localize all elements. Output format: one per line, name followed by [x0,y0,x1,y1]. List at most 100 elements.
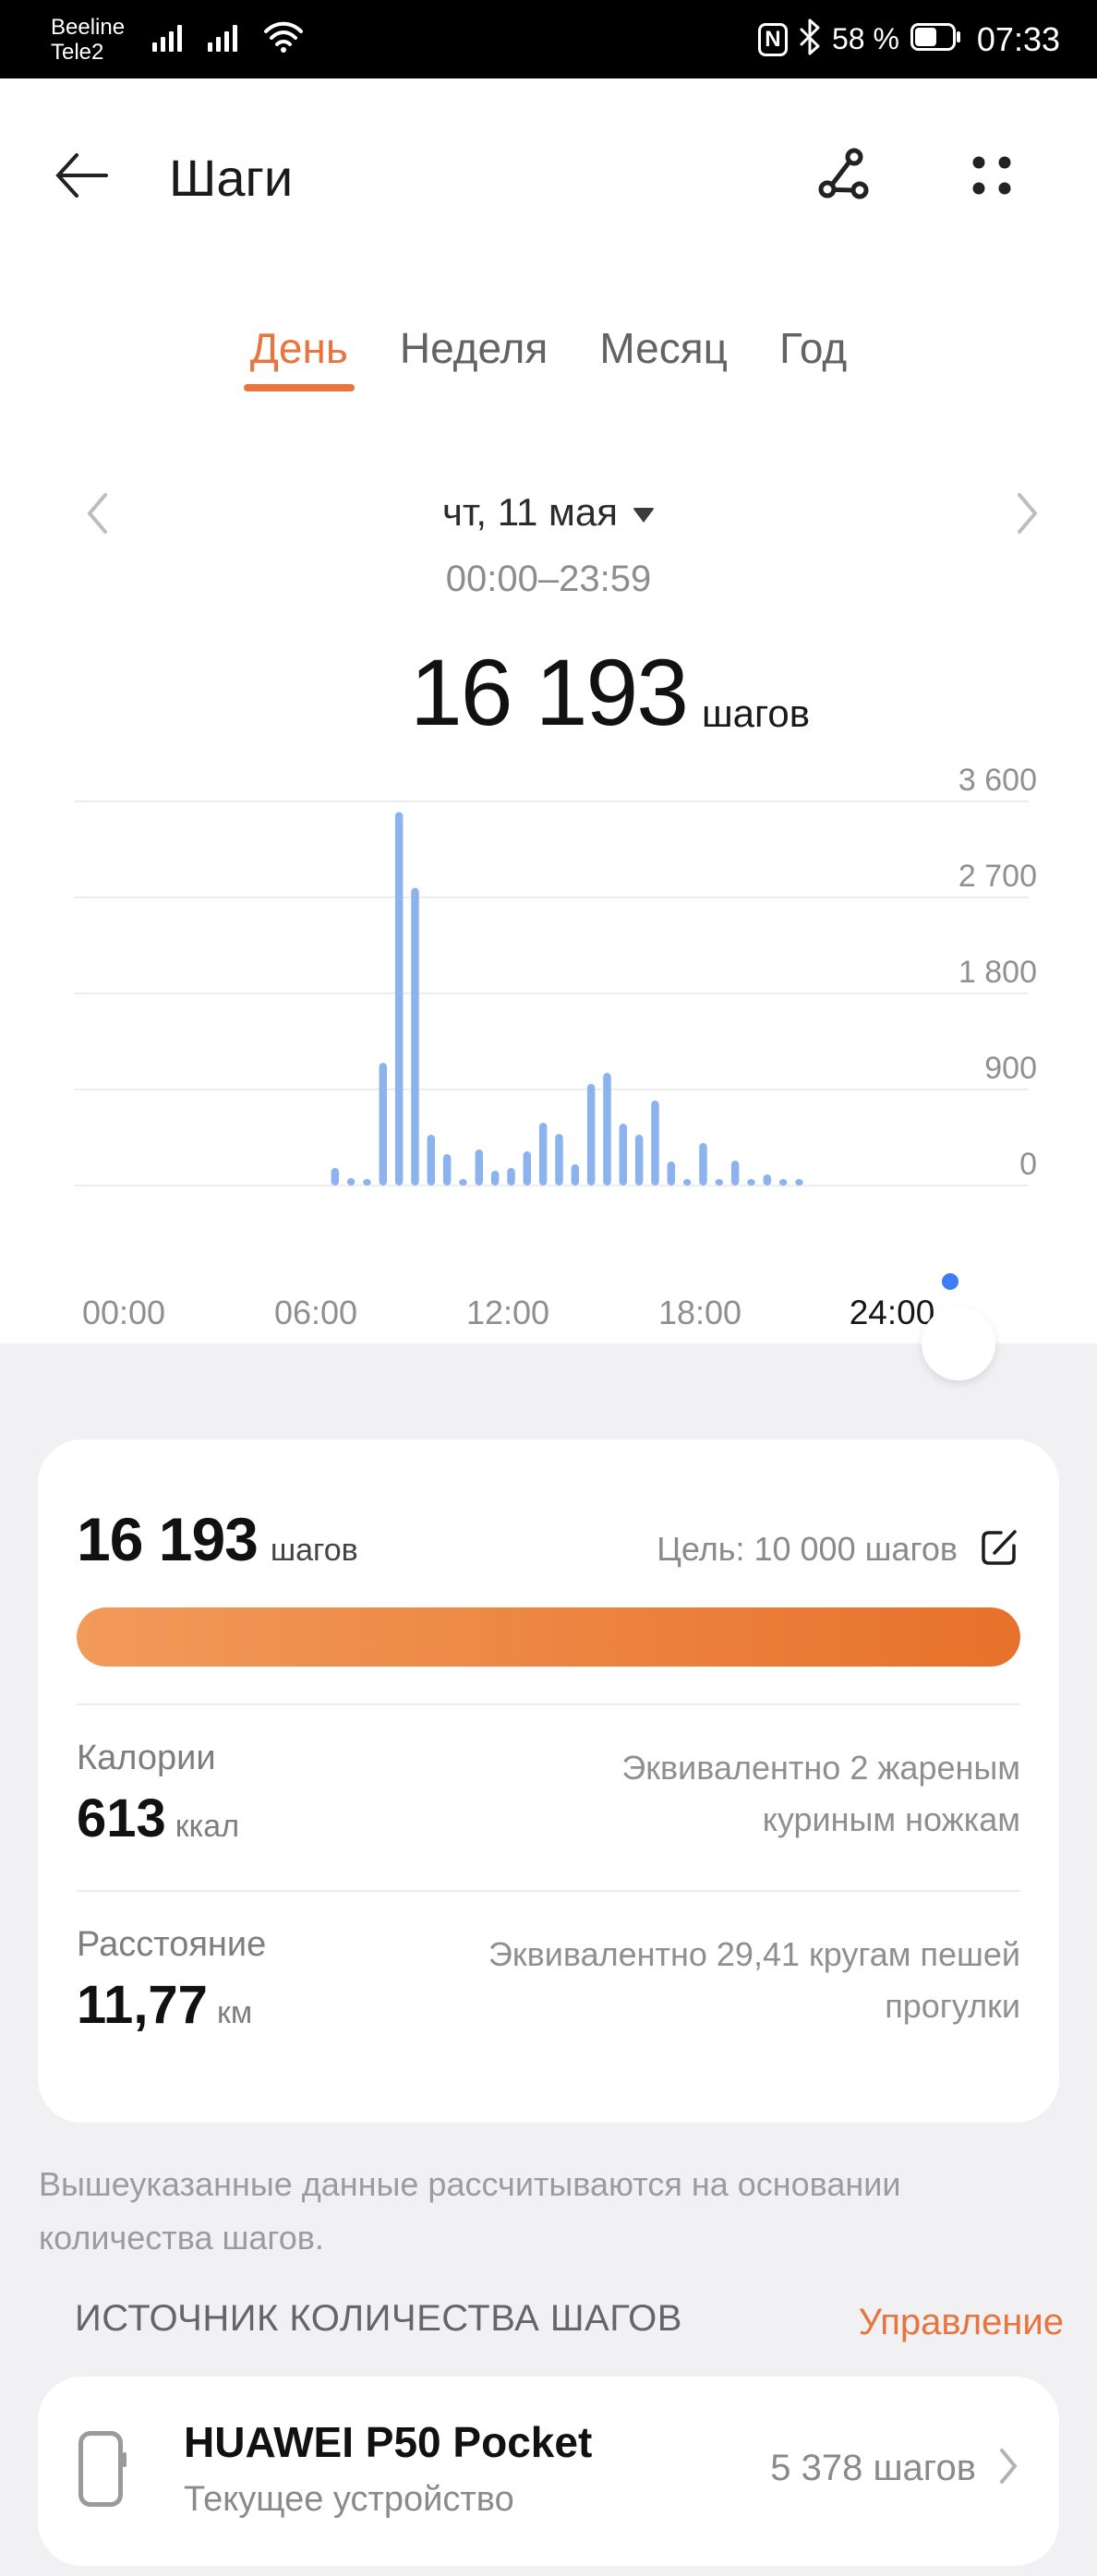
nfc-icon: N [757,22,788,56]
page-title: Шаги [169,149,294,207]
chart-bar[interactable] [411,887,419,1186]
time-range-label: 00:00–23:59 [445,559,652,599]
source-section-header: ИСТОЧНИК КОЛИЧЕСТВА ШАГОВ Управление [0,2292,1097,2345]
y-axis-tick-label: 900 [984,1051,1037,1086]
details-sheet: 16 193 шагов Цель: 10 000 шагов Калории … [0,1306,1097,2576]
daily-steps-unit: шагов [701,692,811,735]
carrier-line-1: Beeline [51,14,126,40]
app-header: Шаги [0,78,1097,277]
calories-unit: ккал [175,1809,240,1844]
distance-unit: км [216,1995,253,2030]
four-dots-menu-icon [964,148,1019,208]
date-label: чт, 11 мая [441,490,619,534]
chart-bar[interactable] [490,1171,500,1186]
device-name: HUAWEI P50 Pocket [184,2418,593,2467]
calories-row: Калории 613 ккал Эквивалентно 2 жареным … [77,1705,1020,1890]
share-route-icon [814,145,874,211]
source-section-title: ИСТОЧНИК КОЛИЧЕСТВА ШАГОВ [75,2298,682,2340]
goal-card: 16 193 шагов Цель: 10 000 шагов Калории … [38,1439,1059,2123]
x-axis-tick-label: 18:00 [658,1294,741,1331]
chart-bar[interactable] [699,1143,707,1186]
chart-bar[interactable] [459,1179,467,1186]
chart-bar[interactable] [571,1164,580,1186]
phone-icon [78,2430,127,2507]
date-picker[interactable]: чт, 11 мая [441,490,656,535]
back-button[interactable] [51,141,125,215]
signal-strength-icon-sim2 [208,22,239,58]
steps-chart-area: 0 900 1 800 2 700 3 600 00:00 06:00 12:00 18:00 2… [0,763,1097,1343]
chart-bar[interactable] [394,812,404,1186]
wifi-icon [263,20,304,58]
chart-bar[interactable] [475,1150,484,1186]
x-axis-tick-label: 00:00 [82,1294,165,1331]
caret-down-icon [633,508,656,523]
chart-bar[interactable] [427,1134,436,1186]
distance-row: Расстояние 11,77 км Эквивалентно 29,41 к… [77,1892,1020,2076]
chart-bar[interactable] [442,1154,452,1186]
chart-bar[interactable] [682,1178,692,1186]
chart-bar[interactable] [715,1179,724,1186]
next-day-button[interactable] [1016,492,1040,539]
bluetooth-icon [799,18,821,60]
chart-bar[interactable] [379,1063,388,1186]
chart-bar[interactable] [555,1134,563,1186]
clock-label: 07:33 [976,19,1060,58]
y-axis-tick-label: 1 800 [958,955,1037,990]
divider [77,1890,1020,1892]
distance-value: 11,77 [77,1975,208,2035]
tab-year[interactable]: Год [779,324,848,372]
back-arrow-icon [51,148,117,208]
device-steps-value: 5 378 шагов [770,2448,976,2489]
chart-bar[interactable] [619,1123,628,1186]
chart-bar[interactable] [634,1134,644,1186]
daily-steps-value: 16 193 [410,640,689,745]
manage-sources-link[interactable]: Управление [858,2302,1064,2343]
battery-icon [910,23,960,55]
signal-strength-icon-sim1 [152,22,184,58]
calories-equivalent: Эквивалентно 2 жареным куриным ножкам [621,1749,1020,1838]
chart-bar[interactable] [651,1101,659,1186]
tab-week[interactable]: Неделя [399,324,548,372]
chart-bar[interactable] [346,1178,356,1186]
chart-bar[interactable] [763,1174,772,1186]
chart-bar[interactable] [603,1072,611,1186]
share-button[interactable] [811,145,877,211]
device-source-row[interactable]: HUAWEI P50 Pocket Текущее устройство 5 3… [38,2377,1059,2567]
x-axis-tick-label: 06:00 [274,1294,357,1331]
y-axis-tick-label: 3 600 [958,766,1037,798]
tab-day[interactable]: День [248,323,350,406]
tab-month[interactable]: Месяц [599,324,728,372]
calories-label: Калории [77,1739,216,1777]
chart-bar[interactable] [331,1168,340,1186]
chart-bar[interactable] [795,1179,803,1186]
x-axis-selected-label: 24:00 [850,1294,935,1331]
distance-label: Расстояние [77,1925,267,1964]
chart-slider-handle[interactable] [922,1306,995,1380]
period-tabs: День Неделя Месяц Год [0,277,1097,406]
battery-percent-label: 58 % [831,22,899,55]
chart-bar[interactable] [538,1123,548,1186]
chart-bar[interactable] [586,1083,596,1186]
chart-bar[interactable] [730,1160,740,1186]
x-axis-tick-label: 12:00 [466,1294,549,1331]
date-navigation: чт, 11 мая [0,466,1097,559]
chart-selector-dot[interactable] [942,1273,958,1290]
chart-bar[interactable] [523,1151,532,1186]
more-menu-button[interactable] [958,145,1025,211]
chevron-right-icon [998,2448,1019,2489]
y-axis-tick-label: 2 700 [958,859,1037,894]
daily-steps-summary: 16 193 шагов [0,642,1097,743]
distance-equivalent: Эквивалентно 29,41 кругам пешей прогулки [488,1935,1020,2025]
card-steps-value: 16 193 [77,1505,259,1573]
steps-bar-chart[interactable]: 0 900 1 800 2 700 3 600 00:00 06:00 12:00 18:00 2… [0,763,1097,1339]
status-bar: Beeline Tele2 N 58 % [0,0,1097,78]
chart-bar[interactable] [507,1168,515,1186]
device-status: Текущее устройство [184,2480,514,2520]
previous-day-button[interactable] [85,492,109,539]
chart-bar[interactable] [778,1179,788,1186]
chart-bar[interactable] [747,1179,755,1186]
chart-bar[interactable] [363,1179,371,1186]
edit-goal-button[interactable] [978,1526,1020,1573]
card-steps-unit: шагов [270,1533,358,1568]
chart-bar[interactable] [667,1162,676,1186]
